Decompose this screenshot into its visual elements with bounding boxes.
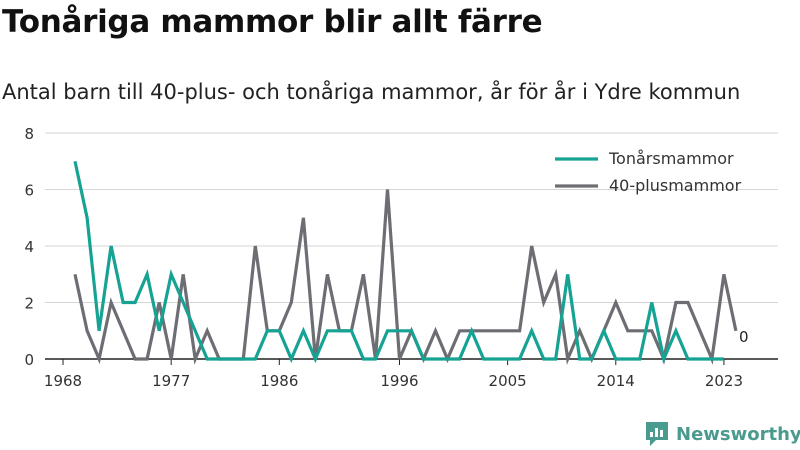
x-tick-label: 1977 [152,372,190,390]
legend-label: 40-plusmammor [609,176,742,195]
end-value-label: 0 [739,328,749,346]
brand-name: Newsworthy [676,423,800,445]
x-tick-label: 2023 [705,372,743,390]
y-tick-label: 6 [24,182,34,200]
x-tick-label: 2005 [489,372,527,390]
series-lines [73,160,738,365]
y-tick-label: 8 [24,125,34,143]
grid-lines [45,132,778,360]
newsworthy-icon [646,422,668,446]
legend: Tonårsmammor 40-plusmammor [555,149,742,195]
x-tick-label: 1968 [44,372,82,390]
x-axis-ticks: 1968 1977 1986 1996 2005 2014 2023 [44,359,743,390]
y-axis-ticks: 0 2 4 6 8 [24,125,34,369]
y-tick-label: 2 [24,295,34,313]
legend-label: Tonårsmammor [608,149,734,168]
brand-logo: Newsworthy [644,420,800,448]
x-tick-label: 1996 [380,372,418,390]
chart-title: Tonåriga mammor blir allt färre [2,4,543,40]
line-chart: 0 2 4 6 8 1968 1977 1986 1996 2005 2014 2023 Tonår… [24,125,778,390]
y-tick-label: 0 [24,351,34,369]
x-tick-label: 2014 [597,372,635,390]
x-tick-label: 1986 [260,372,298,390]
series-line-tonarsmammor [73,160,724,365]
chart-subtitle: Antal barn till 40-plus- och tonåriga ma… [2,80,741,104]
series-line-40-plusmammor [73,189,738,365]
y-tick-label: 4 [24,238,34,256]
